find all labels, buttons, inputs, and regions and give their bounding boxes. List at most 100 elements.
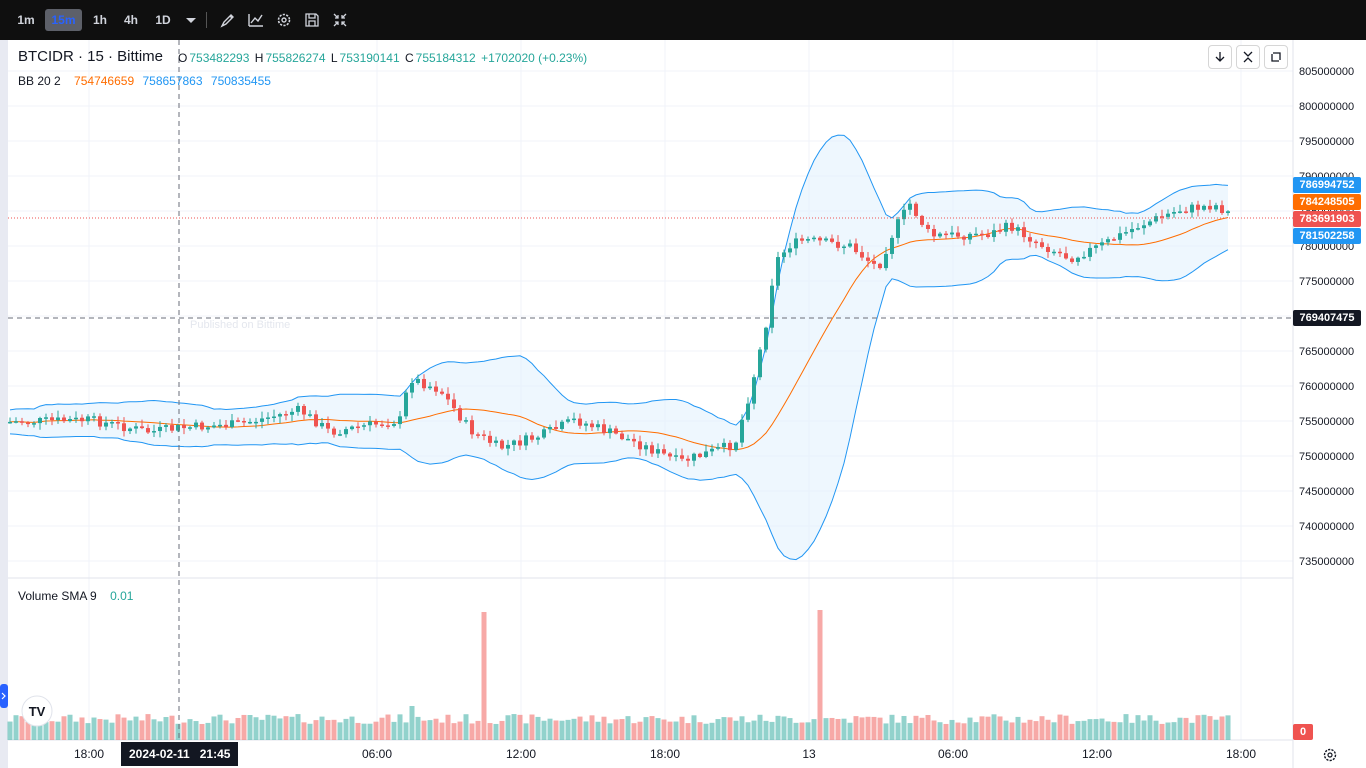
volume-bar — [223, 720, 229, 740]
candle-body — [818, 237, 822, 241]
expand-panel-handle[interactable] — [0, 684, 8, 708]
candle-body — [878, 263, 882, 269]
volume-bar — [367, 723, 373, 740]
chart-settings-icon[interactable] — [1323, 748, 1337, 762]
candle-body — [122, 423, 126, 432]
volume-bar — [685, 723, 691, 740]
volume-bar — [823, 718, 829, 740]
settings-gear-icon[interactable] — [275, 11, 293, 29]
toolbar-divider — [206, 12, 207, 28]
candle-body — [92, 416, 96, 418]
volume-bar — [853, 716, 859, 740]
bb-lower-value: 750835455 — [210, 74, 271, 88]
ohlc-open-label: O — [178, 51, 188, 65]
candle-body — [836, 241, 840, 248]
timeframe-1d[interactable]: 1D — [155, 13, 171, 27]
volume-legend[interactable]: Volume SMA 9 0.01 — [18, 589, 135, 603]
volume-bar — [445, 714, 451, 740]
volume-bar — [877, 717, 883, 740]
candle-body — [740, 419, 744, 443]
volume-bar — [169, 715, 175, 740]
candle-body — [476, 434, 480, 436]
candle-body — [638, 441, 642, 450]
collapse-pane-button[interactable] — [1236, 45, 1260, 69]
candle-body — [506, 444, 510, 449]
candle-body — [62, 417, 66, 422]
volume-bar — [49, 721, 55, 740]
volume-bar — [931, 720, 937, 740]
volume-bar — [217, 714, 223, 740]
volume-bar — [1087, 719, 1093, 740]
candle-body — [1142, 225, 1146, 229]
volume-bar — [109, 722, 115, 740]
candle-body — [728, 442, 732, 451]
volume-bar — [163, 717, 169, 740]
volume-bar — [1045, 719, 1051, 740]
candle-body — [140, 426, 144, 429]
candle-body — [98, 416, 102, 427]
timeframe-1h[interactable]: 1h — [92, 13, 107, 27]
candle-body — [986, 234, 990, 238]
candle-body — [674, 455, 678, 457]
candlestick-series[interactable] — [8, 199, 1230, 467]
volume-bar — [733, 720, 739, 740]
time-label: 13 — [802, 747, 816, 761]
candle-body — [116, 422, 120, 424]
volume-bar — [811, 719, 817, 740]
indicators-chart-icon[interactable] — [247, 11, 265, 29]
volume-bar — [133, 716, 139, 740]
volume-bar — [721, 717, 727, 740]
candle-body — [596, 424, 600, 428]
candle-body — [386, 425, 390, 427]
volume-bar — [1057, 714, 1063, 740]
candle-body — [590, 423, 594, 428]
maximize-pane-button[interactable] — [1264, 45, 1288, 69]
volume-bar — [241, 714, 247, 740]
candle-body — [704, 451, 708, 457]
volume-bar — [871, 716, 877, 740]
symbol-title[interactable]: BTCIDR · 15 · Bittime — [18, 48, 164, 65]
time-label: 06:00 — [362, 747, 392, 761]
timeframe-4h[interactable]: 4h — [123, 13, 138, 27]
chevron-down-icon[interactable] — [182, 11, 200, 29]
candle-body — [20, 421, 24, 423]
candle-body — [146, 428, 150, 433]
volume-bar — [775, 715, 781, 740]
candle-body — [974, 233, 978, 236]
collapse-icon — [1243, 51, 1253, 63]
bb-legend[interactable]: BB 20 2 754746659 758657863 750835455 — [18, 74, 273, 88]
crosshair-time: 21:45 — [199, 747, 231, 761]
volume-bar — [19, 716, 25, 740]
candle-body — [488, 435, 492, 443]
fullscreen-collapse-icon[interactable] — [331, 11, 349, 29]
volume-bar — [571, 718, 577, 740]
volume-bar — [991, 714, 997, 740]
candle-body — [110, 422, 114, 424]
volume-bar — [973, 722, 979, 740]
timeframe-15m[interactable]: 15m — [45, 9, 82, 31]
volume-bar — [1075, 721, 1081, 740]
price-label: 795000000 — [1299, 136, 1354, 148]
price-chart[interactable]: Published on Bittime 805000000 800000000 7… — [0, 40, 1366, 768]
volume-bar — [1063, 715, 1069, 740]
volume-bar — [289, 716, 295, 740]
volume-bar — [517, 714, 523, 740]
candle-body — [1184, 211, 1188, 213]
time-label: 18:00 — [74, 747, 104, 761]
volume-bar — [751, 720, 757, 740]
volume-bar — [1117, 722, 1123, 740]
scroll-down-button[interactable] — [1208, 45, 1232, 69]
candle-body — [716, 447, 720, 449]
timeframe-1m[interactable]: 1m — [17, 13, 35, 27]
candle-body — [356, 426, 360, 429]
candle-body — [248, 421, 252, 424]
volume-bar — [949, 719, 955, 740]
candle-body — [314, 414, 318, 427]
candle-body — [434, 386, 438, 392]
volume-bar — [577, 716, 583, 740]
save-icon[interactable] — [303, 11, 321, 29]
tradingview-logo[interactable]: TV — [21, 695, 53, 727]
bollinger-lower-line — [9, 249, 1229, 561]
volume-bar — [373, 721, 379, 740]
drawing-pen-icon[interactable] — [219, 11, 237, 29]
